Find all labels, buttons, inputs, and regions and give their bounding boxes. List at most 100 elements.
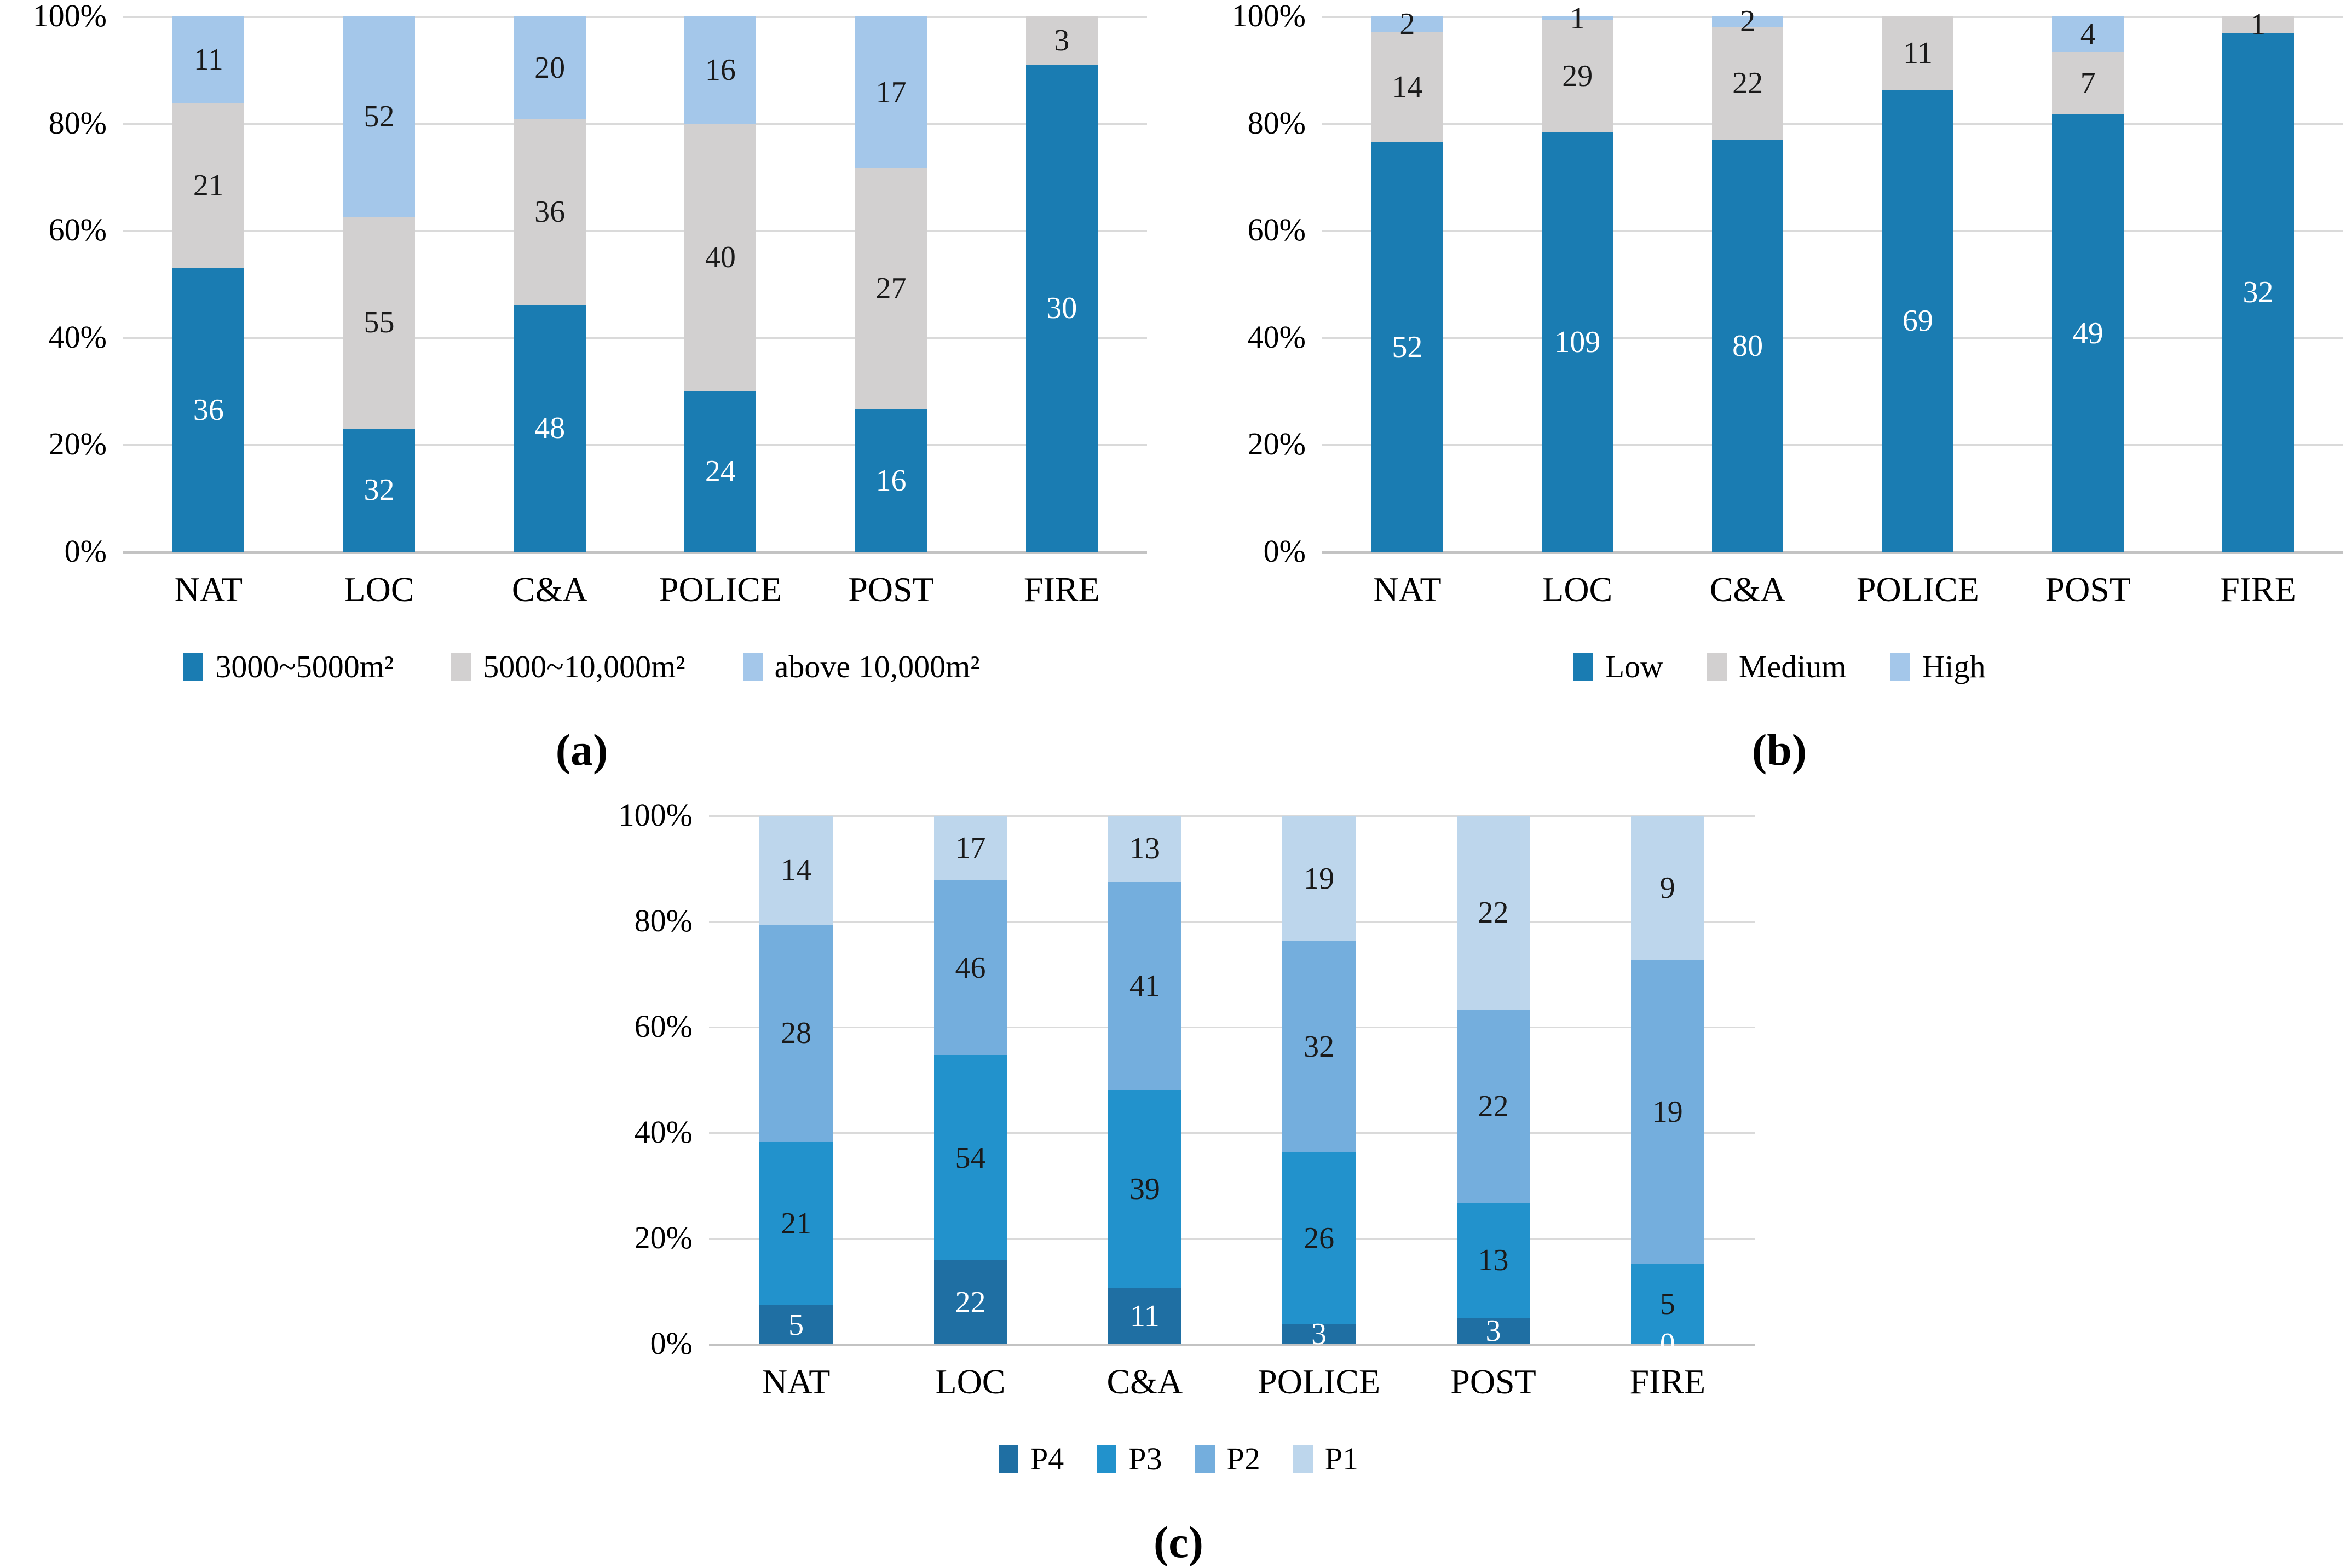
gridline xyxy=(709,1132,1755,1134)
segment-label: 36 xyxy=(534,195,566,229)
bar-segment: 24 xyxy=(684,391,757,552)
plot-area: 5 21 28 14 22 54 46 17 11 39 41 13 3 26 32 19 3 13 22 22 0 5 1… xyxy=(709,815,1755,1359)
stacked-bar: 3 13 22 22 xyxy=(1456,816,1530,1346)
bar-slot: 49 7 4 xyxy=(2003,16,2173,552)
y-tick-label: 0% xyxy=(650,1325,693,1362)
chart-caption: (b) xyxy=(1751,725,1807,775)
stacked-bar: 5 21 28 14 xyxy=(759,816,833,1344)
y-axis: 100% 80% 60% 40% 20% 0% xyxy=(16,0,123,569)
bar-segment: 1 xyxy=(2222,9,2294,40)
segment-label: 19 xyxy=(1652,1095,1683,1129)
bars-layer: 36 21 11 32 55 52 48 36 20 24 40 16 16 27 17 30 3 xyxy=(123,16,1147,552)
legend-item: P3 xyxy=(1097,1440,1162,1477)
gridline xyxy=(709,1027,1755,1028)
bar-segment: 5 xyxy=(1630,1264,1704,1344)
gridline xyxy=(123,16,1147,18)
bar-slot: 16 27 17 xyxy=(806,16,977,552)
bar-segment: 2 xyxy=(1371,9,1443,39)
segment-label: 19 xyxy=(1304,861,1335,896)
segment-label: 1 xyxy=(2250,7,2266,42)
gridline xyxy=(1322,16,2343,18)
bar-segment: 7 xyxy=(2052,52,2124,115)
y-tick-label: 100% xyxy=(1231,0,1306,34)
category-label: FIRE xyxy=(1629,1362,1706,1401)
segment-label: 26 xyxy=(1304,1221,1335,1255)
bar-segment: 22 xyxy=(1711,26,1784,140)
chart-caption: (c) xyxy=(1153,1517,1203,1567)
bar-slot: 3 26 32 19 xyxy=(1232,816,1406,1350)
legend-item: 5000~10,000m² xyxy=(451,648,685,685)
bar-segment: 69 xyxy=(1882,90,1954,552)
category-label: LOC xyxy=(935,1362,1006,1401)
legend-label: P1 xyxy=(1324,1441,1359,1477)
gridline xyxy=(1322,551,2343,554)
bar-segment: 29 xyxy=(1541,20,1613,132)
segment-label: 11 xyxy=(193,43,223,77)
bar-slot: 11 39 41 13 xyxy=(1058,816,1232,1344)
bars-layer: 52 14 2 109 29 1 80 22 2 69 11 49 7 4 32 1 xyxy=(1322,3,2343,552)
legend-item: P2 xyxy=(1195,1440,1260,1477)
segment-label: 5 xyxy=(788,1307,804,1342)
plot-wrap: 100% 80% 60% 40% 20% 0% 5 21 28 14 22 54 46 17 11 39 41… xyxy=(602,797,1755,1361)
segment-label: 3 xyxy=(1054,24,1070,58)
legend-item: above 10,000m² xyxy=(742,648,980,685)
stacked-bar: 109 29 1 xyxy=(1541,3,1613,552)
stacked-bar: 80 22 2 xyxy=(1711,6,1784,552)
legend-swatch xyxy=(998,1444,1018,1473)
bar-segment: 5 xyxy=(759,1305,833,1344)
segment-label: 21 xyxy=(781,1207,812,1241)
category-label: NAT xyxy=(174,570,243,609)
legend-label: 5000~10,000m² xyxy=(483,649,685,684)
segment-label: 22 xyxy=(1478,1089,1509,1123)
segment-label: 4 xyxy=(2080,17,2096,51)
legend-item: P1 xyxy=(1293,1440,1358,1477)
bar-segment: 11 xyxy=(1882,16,1954,90)
y-tick-label: 20% xyxy=(48,426,107,462)
stacked-bar: 24 40 16 xyxy=(684,16,757,552)
legend-swatch xyxy=(451,652,471,681)
segment-label: 17 xyxy=(955,831,986,866)
bar-segment: 39 xyxy=(1108,1090,1181,1288)
bar-segment: 11 xyxy=(1108,1288,1181,1344)
category-label: C&A xyxy=(511,570,588,609)
segment-label: 7 xyxy=(2080,66,2096,101)
y-tick-label: 0% xyxy=(1263,533,1306,569)
gridline xyxy=(709,921,1755,923)
bar-segment: 21 xyxy=(759,1142,833,1306)
x-axis: NAT LOC C&A POLICE POST FIRE xyxy=(123,569,1147,610)
gridline xyxy=(123,230,1147,232)
bar-segment: 3 xyxy=(1025,16,1098,65)
segment-label: 13 xyxy=(1478,1243,1509,1278)
category-label: POST xyxy=(2045,570,2131,609)
bar-segment: 13 xyxy=(1108,816,1181,882)
y-tick-label: 20% xyxy=(1247,426,1306,462)
y-axis: 100% 80% 60% 40% 20% 0% xyxy=(602,797,709,1361)
category-label: NAT xyxy=(762,1362,831,1401)
bar-segment: 109 xyxy=(1541,132,1613,552)
segment-label: 1 xyxy=(1570,1,1586,36)
bar-segment: 55 xyxy=(343,216,415,429)
y-tick-label: 40% xyxy=(634,1114,693,1150)
bar-segment: 48 xyxy=(514,304,586,552)
legend: 3000~5000m² 5000~10,000m² above 10,000m² xyxy=(16,648,1147,685)
segment-label: 49 xyxy=(2072,316,2103,350)
legend-item: P4 xyxy=(998,1440,1064,1477)
y-tick-label: 80% xyxy=(634,903,693,939)
y-tick-label: 60% xyxy=(48,212,107,248)
chart-a: 100% 80% 60% 40% 20% 0% 36 21 11 32 55 52 48 36 20 24 4… xyxy=(16,0,1147,776)
segment-label: 40 xyxy=(705,240,736,275)
segment-label: 13 xyxy=(1129,832,1160,866)
y-tick-label: 100% xyxy=(32,0,107,34)
segment-label: 30 xyxy=(1046,291,1077,326)
stacked-bar: 32 1 xyxy=(2222,9,2294,552)
segment-label: 5 xyxy=(1659,1287,1675,1321)
category-label: C&A xyxy=(1106,1362,1183,1401)
bar-slot: 24 40 16 xyxy=(635,16,806,552)
gridline xyxy=(1322,337,2343,339)
bar-segment: 52 xyxy=(343,16,415,217)
bar-segment: 13 xyxy=(1456,1203,1530,1318)
bar-segment: 28 xyxy=(759,924,833,1143)
gridline xyxy=(1322,123,2343,125)
plot-wrap: 100% 80% 60% 40% 20% 0% 36 21 11 32 55 52 48 36 20 24 4… xyxy=(16,0,1147,569)
bar-segment: 19 xyxy=(1630,960,1704,1264)
